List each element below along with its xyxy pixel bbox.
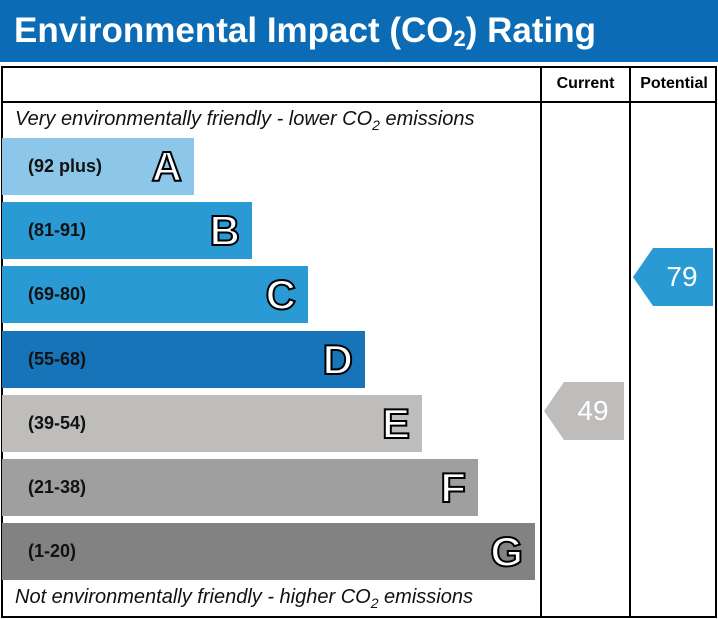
band-letter: B: [209, 206, 241, 255]
top-note: Very environmentally friendly - lower CO…: [15, 108, 475, 133]
band-letter: C: [265, 270, 297, 319]
current-rating-arrow: 49: [544, 382, 624, 440]
band-bar-d: (55-68) D: [2, 331, 365, 388]
bottom-note: Not environmentally friendly - higher CO…: [15, 586, 473, 611]
band-letter: G: [489, 527, 524, 576]
column-divider: [540, 66, 542, 618]
band-range: (1-20): [28, 541, 77, 561]
band-bar-g: (1-20) G: [2, 523, 535, 580]
band-range: (69-80): [28, 284, 87, 304]
band-bar-f: (21-38) F: [2, 459, 478, 516]
band-bar-b: (81-91) B: [2, 202, 252, 259]
band-range: (81-91): [28, 220, 87, 240]
current-column-header: Current: [556, 75, 615, 92]
band-range: (55-68): [28, 349, 87, 369]
potential-rating-arrow: 79: [633, 248, 713, 306]
current-arrow-shape: [544, 382, 624, 440]
band-letter: D: [322, 335, 354, 384]
potential-column-header: Potential: [640, 75, 708, 92]
band-range: (92 plus): [28, 156, 103, 176]
band-letter: A: [151, 142, 183, 191]
band-letter: E: [381, 399, 411, 448]
current-rating-value: 49: [577, 395, 609, 426]
potential-arrow-shape: [633, 248, 713, 306]
potential-rating-value: 79: [666, 261, 698, 292]
band-range: (39-54): [28, 413, 87, 433]
band-range: (21-38): [28, 477, 87, 497]
column-divider: [629, 66, 631, 618]
band-bar-e: (39-54) E: [2, 395, 422, 452]
band-letter: F: [439, 463, 467, 512]
chart-title: Environmental Impact (CO2) Rating: [0, 0, 718, 62]
band-bar-c: (69-80) C: [2, 266, 308, 323]
band-bar-a: (92 plus) A: [2, 138, 194, 195]
header-divider: [1, 101, 717, 103]
